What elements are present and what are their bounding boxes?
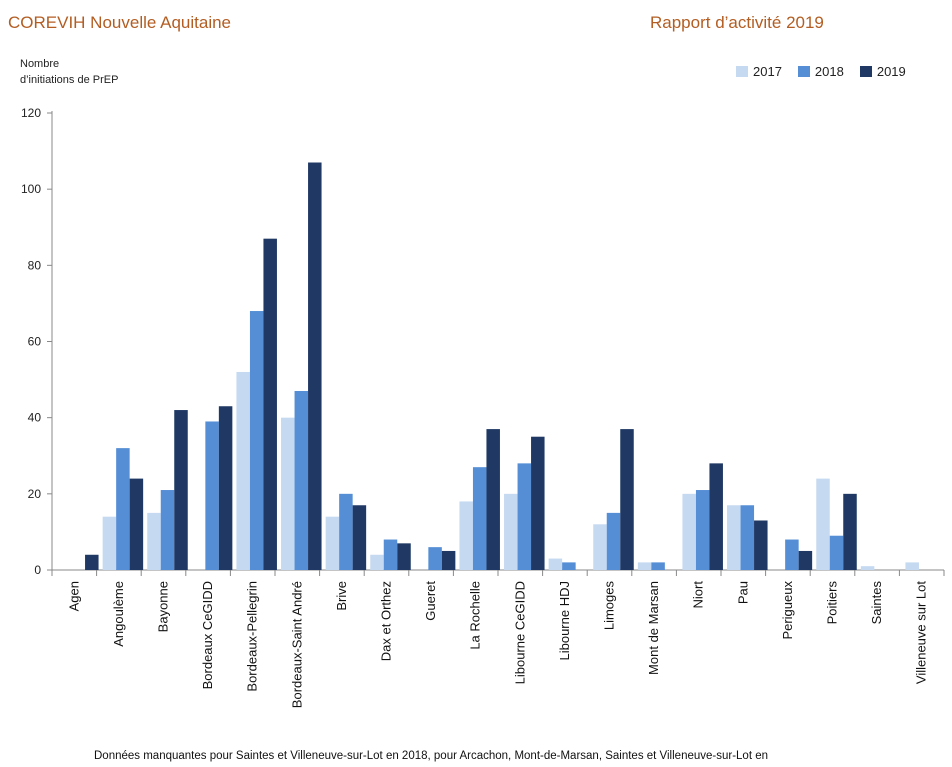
y-tick-label: 20 (28, 487, 42, 501)
bar-2018 (651, 562, 665, 570)
y-tick-label: 0 (34, 563, 41, 577)
x-tick-label: Niort (691, 581, 706, 609)
x-tick-label: Perigueux (780, 581, 795, 640)
bar-2019 (85, 554, 99, 570)
footnote: Données manquantes pour Saintes et Ville… (94, 750, 769, 762)
bar-2018 (249, 311, 264, 570)
bar-2018 (294, 391, 309, 570)
x-tick-label: Bordeaux-Saint André (289, 581, 304, 708)
x-tick-label: Dax et Orthez (379, 581, 394, 661)
bar-2017 (905, 562, 919, 570)
legend-label-2019: 2019 (876, 64, 906, 79)
header-organization: COREVIH Nouvelle Aquitaine (8, 13, 232, 32)
chart-legend: 2017 2018 2019 (736, 64, 906, 79)
bar-2019 (486, 429, 500, 570)
bar-2018 (562, 562, 576, 570)
bar-2019 (129, 478, 144, 570)
x-tick-label: Agen (66, 581, 81, 611)
x-tick-label: Gueret (423, 581, 438, 621)
bar-2019 (218, 406, 233, 570)
bar-2018 (428, 547, 442, 570)
bar-2018 (740, 505, 755, 570)
bar-2019 (397, 543, 411, 570)
legend-swatch-2018 (797, 66, 810, 77)
bar-2017 (727, 505, 741, 570)
legend-label-2018: 2018 (814, 64, 844, 79)
x-tick-label: Bordeaux CeGIDD (200, 581, 215, 689)
legend-swatch-2017 (736, 66, 748, 77)
bar-2017 (637, 562, 652, 570)
y-tick-label: 80 (28, 258, 42, 272)
bar-2018 (695, 490, 710, 570)
legend-label-2017: 2017 (753, 64, 782, 79)
x-tick-label: Saintes (869, 581, 884, 625)
y-tick-label: 60 (28, 335, 42, 349)
bar-2018 (383, 539, 398, 570)
bar-2017 (102, 516, 117, 570)
x-tick-label: Angoulème (111, 581, 126, 647)
x-tick-label: Bordeaux-Pellegrin (245, 581, 260, 692)
bar-2018 (205, 421, 219, 570)
y-tick-label: 40 (28, 411, 42, 425)
bar-2019 (531, 436, 545, 570)
bar-2017 (548, 558, 563, 570)
bar-2017 (147, 512, 161, 570)
bar-chart: 0 20 40 60 80 100 120 Agen Angoulème Bayonne Borde… (21, 106, 945, 708)
x-tick-label: Villeneuve sur Lot (914, 581, 929, 684)
y-tick-label: 120 (21, 106, 41, 120)
x-tick-label: Libourne CeGIDD (512, 581, 527, 684)
bar-2018 (116, 448, 130, 570)
bar-2017 (504, 493, 518, 570)
legend-item-2017: 2017 (736, 64, 782, 79)
bar-2019 (843, 493, 857, 570)
bar-2018 (517, 463, 532, 570)
bar-2018 (606, 512, 621, 570)
legend-item-2018: 2018 (797, 64, 844, 79)
bar-2019 (798, 550, 813, 570)
bar-2017 (236, 371, 250, 570)
bar-2018 (785, 539, 799, 570)
legend-swatch-2019 (859, 66, 872, 77)
y-axis-label-line2: d’initiations de PrEP (20, 74, 119, 86)
bar-2018 (472, 467, 487, 570)
bar-2019 (263, 238, 277, 571)
bar-2019 (308, 162, 322, 570)
bar-2019 (620, 429, 634, 570)
bar-2019 (754, 520, 768, 570)
bar-2018 (829, 535, 844, 570)
bar-2019 (441, 550, 456, 570)
x-tick-label: Brive (334, 581, 349, 611)
bar-2019 (352, 505, 367, 570)
bar-2018 (339, 493, 353, 570)
bar-2018 (160, 490, 175, 570)
y-axis-label-line1: Nombre (20, 58, 60, 70)
x-tick-label: Libourne HDJ (557, 581, 572, 661)
bar-2019 (709, 463, 723, 570)
x-tick-label: La Rochelle (468, 581, 483, 650)
bar-2017 (370, 554, 384, 570)
bar-2017 (459, 501, 473, 570)
bar-2019 (174, 410, 188, 570)
y-tick-label: 100 (21, 182, 41, 196)
bar-2017 (325, 516, 340, 570)
bar-2017 (593, 524, 607, 570)
x-tick-label: Bayonne (156, 581, 171, 632)
header-report-title: Rapport d’activité 2019 (650, 13, 824, 32)
legend-item-2019: 2019 (859, 64, 906, 79)
x-tick-label: Poitiers (825, 581, 840, 625)
x-tick-label: Pau (735, 581, 750, 604)
bar-2017 (860, 566, 875, 570)
bar-2017 (281, 417, 295, 570)
bar-2017 (682, 493, 696, 570)
x-tick-label: Limoges (602, 581, 617, 631)
bar-2017 (816, 478, 830, 570)
x-tick-label: Mont de Marsan (646, 581, 661, 675)
